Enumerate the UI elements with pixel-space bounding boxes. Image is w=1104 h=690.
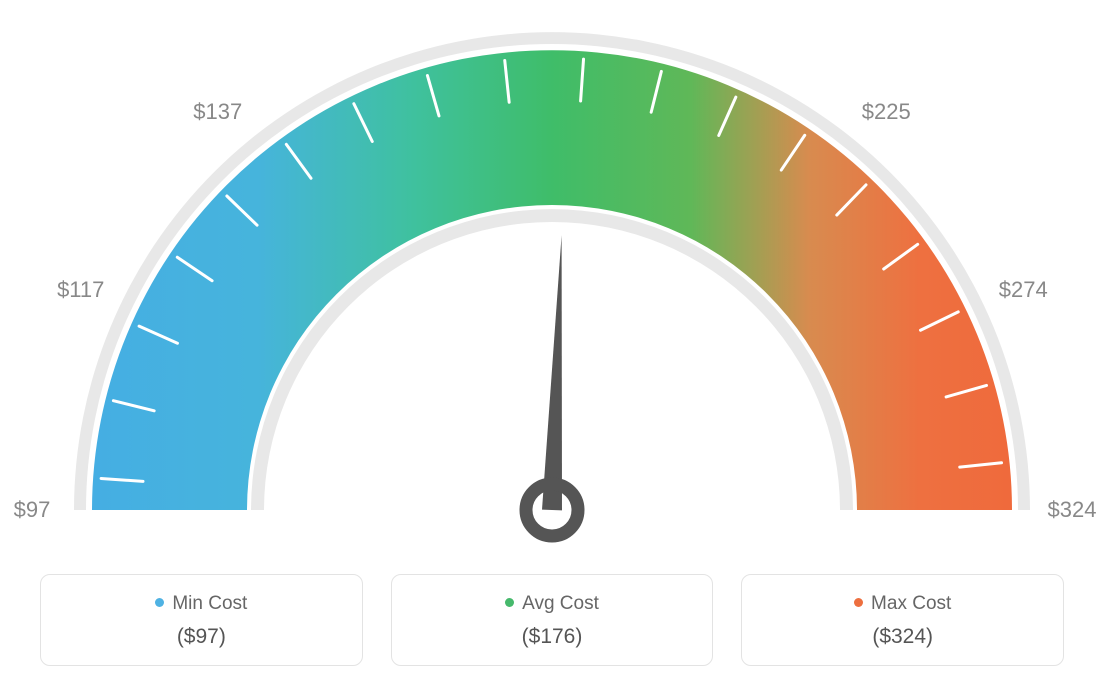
avg-cost-title: Avg Cost bbox=[402, 593, 703, 615]
min-cost-value: ($97) bbox=[51, 625, 352, 649]
gauge-tick-label: $324 bbox=[1048, 497, 1097, 523]
gauge-tick-label: $274 bbox=[999, 277, 1048, 303]
gauge-tick-label: $117 bbox=[57, 277, 104, 303]
summary-cards: Min Cost ($97) Avg Cost ($176) Max Cost … bbox=[40, 574, 1064, 666]
gauge-tick-label: $97 bbox=[14, 497, 51, 523]
gauge-tick-label: $137 bbox=[193, 99, 242, 125]
min-cost-title: Min Cost bbox=[51, 593, 352, 615]
gauge-tick-label: $225 bbox=[862, 99, 911, 125]
min-cost-card: Min Cost ($97) bbox=[40, 574, 363, 666]
avg-cost-card: Avg Cost ($176) bbox=[391, 574, 714, 666]
max-cost-card: Max Cost ($324) bbox=[741, 574, 1064, 666]
max-cost-value: ($324) bbox=[752, 625, 1053, 649]
avg-cost-value: ($176) bbox=[402, 625, 703, 649]
max-cost-bullet bbox=[854, 598, 863, 607]
max-cost-title: Max Cost bbox=[752, 593, 1053, 615]
avg-cost-bullet bbox=[505, 598, 514, 607]
max-cost-label: Max Cost bbox=[871, 593, 951, 614]
min-cost-bullet bbox=[155, 598, 164, 607]
avg-cost-label: Avg Cost bbox=[522, 593, 599, 614]
min-cost-label: Min Cost bbox=[172, 593, 247, 614]
gauge-svg bbox=[0, 0, 1104, 560]
gauge-tick-label: $176 bbox=[528, 0, 577, 3]
cost-gauge: $97 $117 $137 $176 $225 $274 $324 bbox=[0, 0, 1104, 560]
